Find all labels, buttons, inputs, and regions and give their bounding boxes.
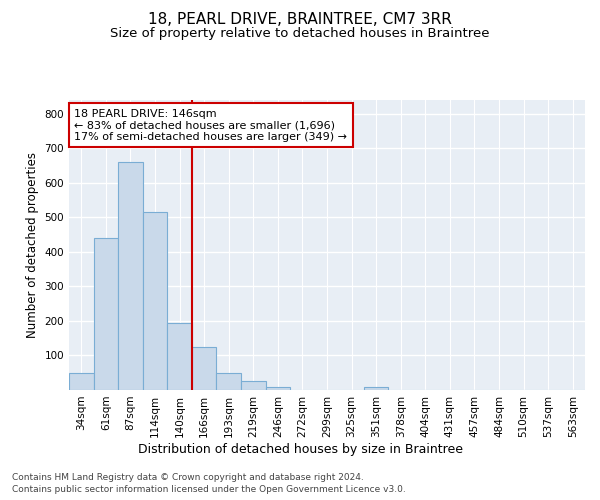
Bar: [94, 238, 118, 390]
Bar: [217, 372, 241, 390]
Text: Contains HM Land Registry data © Crown copyright and database right 2024.: Contains HM Land Registry data © Crown c…: [12, 472, 364, 482]
Y-axis label: Number of detached properties: Number of detached properties: [26, 152, 39, 338]
Bar: [241, 380, 266, 390]
Bar: [364, 386, 388, 390]
Text: Contains public sector information licensed under the Open Government Licence v3: Contains public sector information licen…: [12, 485, 406, 494]
Text: Distribution of detached houses by size in Braintree: Distribution of detached houses by size …: [137, 442, 463, 456]
Bar: [192, 347, 217, 390]
Text: Size of property relative to detached houses in Braintree: Size of property relative to detached ho…: [110, 28, 490, 40]
Text: 18, PEARL DRIVE, BRAINTREE, CM7 3RR: 18, PEARL DRIVE, BRAINTREE, CM7 3RR: [148, 12, 452, 28]
Text: 18 PEARL DRIVE: 146sqm
← 83% of detached houses are smaller (1,696)
17% of semi-: 18 PEARL DRIVE: 146sqm ← 83% of detached…: [74, 108, 347, 142]
Bar: [266, 386, 290, 390]
Bar: [143, 212, 167, 390]
Bar: [69, 372, 94, 390]
Bar: [118, 162, 143, 390]
Bar: [167, 322, 192, 390]
